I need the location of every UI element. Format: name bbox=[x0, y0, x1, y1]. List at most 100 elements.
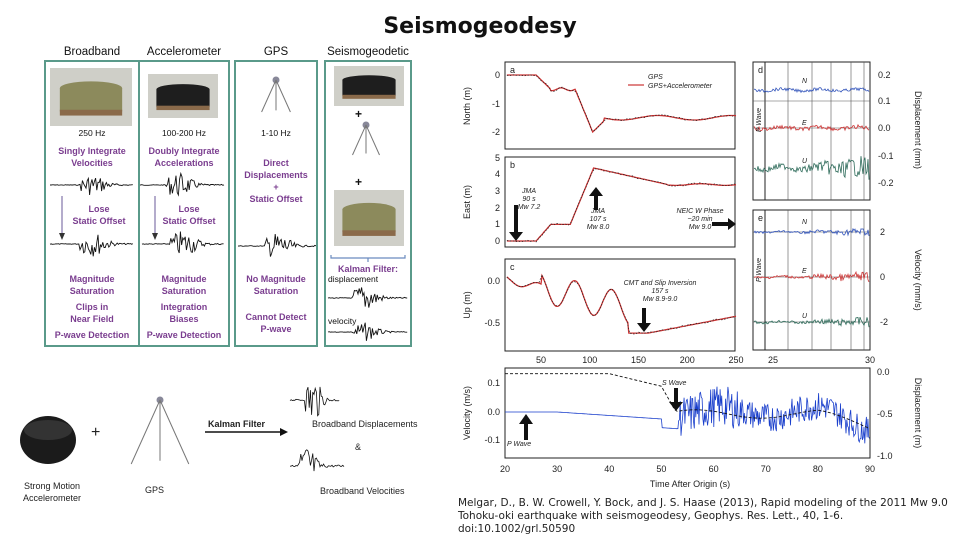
integrated-waveform bbox=[49, 234, 133, 257]
text-line: Accelerations bbox=[154, 158, 214, 168]
x-tick-label: 25 bbox=[768, 355, 778, 365]
col-header-accelerometer: Accelerometer bbox=[146, 46, 222, 58]
accelerometer-rate: 100-200 Hz bbox=[162, 128, 206, 138]
x-tick-label: 20 bbox=[500, 464, 510, 474]
text-line: Doubly Integrate bbox=[148, 146, 220, 156]
text-line: Static Offset bbox=[249, 194, 303, 204]
panel-d-up-trace bbox=[753, 156, 870, 180]
broadband-seismometer-image-base bbox=[342, 230, 396, 236]
gps-antenna-image-leg bbox=[365, 124, 380, 156]
panel-b-letter: b bbox=[510, 160, 515, 170]
seismogeodetic-velocity-waveform bbox=[327, 322, 408, 341]
slide-title: Seismogeodesy bbox=[383, 14, 577, 39]
accelerometer-image-base bbox=[156, 105, 210, 111]
y-tick-label: -2 bbox=[880, 317, 888, 327]
arrow-head-icon bbox=[152, 233, 158, 240]
x-tick-label: 50 bbox=[536, 355, 546, 365]
annotation-text: NEIC W Phase bbox=[676, 208, 723, 215]
x-tick-label: 250 bbox=[728, 355, 743, 365]
annotation-text: ~20 min bbox=[687, 216, 712, 223]
gps-antenna-image-leg bbox=[159, 399, 190, 465]
text-line: Static Offset bbox=[72, 216, 126, 226]
x-tick-label: 60 bbox=[709, 464, 719, 474]
text-line: Biases bbox=[169, 314, 199, 324]
panel-e-axes bbox=[752, 209, 871, 351]
arrow-icon bbox=[712, 218, 736, 230]
strong-motion-accelerometer-label: Strong Motion Accelerometer bbox=[14, 480, 90, 504]
acceleration-waveform bbox=[139, 171, 225, 197]
kalman-filter-label: Kalman Filter: bbox=[337, 264, 398, 274]
gps-east-points bbox=[506, 168, 736, 243]
citation: Melgar, D., B. W. Crowell, Y. Bock, and … bbox=[458, 497, 948, 536]
text-line: Saturation bbox=[161, 286, 207, 296]
annotation-text: Mw 7.2 bbox=[518, 204, 541, 211]
x-tick-label: 70 bbox=[761, 464, 771, 474]
panel-c-letter: c bbox=[510, 262, 515, 272]
text-line: Saturation bbox=[253, 286, 299, 296]
plus-sign: + bbox=[355, 175, 363, 189]
arrow-head-icon bbox=[59, 233, 65, 240]
y-tick-label: -0.5 bbox=[877, 409, 893, 419]
text-line: Accelerometer bbox=[22, 493, 82, 503]
panel-f-ylabel-left: Velocity (m/s) bbox=[462, 386, 472, 440]
p-wave-label: P Wave bbox=[507, 441, 531, 448]
panel-e-letter: e bbox=[758, 213, 763, 223]
x-tick-label: 30 bbox=[552, 464, 562, 474]
annotation-text: JMA bbox=[590, 208, 605, 215]
accelerometer-top bbox=[24, 420, 72, 440]
legend-gps: GPS bbox=[648, 74, 663, 81]
broadband-displacements-label: Broadband Displacements bbox=[312, 419, 418, 429]
panel-d-north-trace bbox=[753, 87, 870, 94]
arrow-icon bbox=[589, 187, 603, 210]
y-tick-label: 3 bbox=[495, 186, 500, 196]
gps-method: Direct Displacements + Static Offset bbox=[234, 157, 318, 205]
panel-e-north-trace bbox=[753, 227, 870, 237]
broadband-velocities-label: Broadband Velocities bbox=[320, 486, 405, 496]
panel-e-east-trace bbox=[753, 270, 870, 283]
broadband-seismometer-image-body bbox=[59, 88, 123, 112]
x-tick-label: 80 bbox=[813, 464, 823, 474]
annotation-text: Mw 8.9-9.0 bbox=[643, 296, 678, 303]
y-tick-label: 0.0 bbox=[877, 367, 890, 377]
y-tick-label: -1.0 bbox=[877, 451, 893, 461]
panel-f-ylabel-right: Displacement (m) bbox=[913, 378, 923, 449]
gps-notes: No Magnitude Saturation Cannot Detect P-wa… bbox=[234, 273, 318, 335]
accelerometer-method: Doubly Integrate Accelerations bbox=[138, 145, 230, 169]
text-line: P-wave bbox=[260, 324, 292, 334]
y-tick-label: 2 bbox=[880, 227, 885, 237]
y-tick-label: 0.1 bbox=[878, 96, 891, 106]
x-tick-label: 150 bbox=[631, 355, 646, 365]
y-tick-label: -0.1 bbox=[878, 151, 894, 161]
text-line: Singly Integrate bbox=[58, 146, 126, 156]
text-line: Near Field bbox=[70, 314, 114, 324]
y-tick-label: 1 bbox=[495, 219, 500, 229]
text-line: + bbox=[273, 182, 279, 192]
seismogeodetic-displacement-waveform bbox=[327, 287, 408, 308]
text-line: Direct bbox=[263, 158, 289, 168]
y-tick-label: 2 bbox=[495, 203, 500, 213]
broadband-rate: 250 Hz bbox=[78, 128, 106, 138]
text-line: Integration bbox=[160, 302, 208, 312]
col-header-seismogeodetic: Seismogeodetic bbox=[327, 46, 409, 58]
accelerometer-loss: Lose Static Offset bbox=[148, 203, 230, 227]
gps-antenna-image-leg bbox=[275, 79, 291, 113]
trace-label: E bbox=[802, 120, 807, 127]
panel-e-up-trace bbox=[753, 316, 870, 328]
plus-sign: + bbox=[91, 424, 101, 441]
text-line: Velocities bbox=[71, 158, 113, 168]
x-tick-label: 100 bbox=[582, 355, 597, 365]
text-line: Magnitude bbox=[161, 274, 207, 284]
kalman-filter-arrow-label: Kalman Filter bbox=[208, 419, 266, 429]
citation-line: doi:10.1002/grl.50590 bbox=[458, 523, 576, 535]
x-tick-label: 40 bbox=[604, 464, 614, 474]
panel-a-letter: a bbox=[510, 65, 515, 75]
text-line: P-wave Detection bbox=[146, 330, 222, 340]
gps-up-points bbox=[506, 273, 736, 335]
accelerometer-image-body bbox=[156, 89, 210, 107]
legend-gps-accelerometer: GPS+Accelerometer bbox=[648, 83, 713, 90]
panel-c-ylabel: Up (m) bbox=[462, 291, 472, 319]
text-line: P-wave Detection bbox=[54, 330, 130, 340]
y-tick-label: 0.0 bbox=[487, 407, 500, 417]
p-wave-arrow-icon bbox=[519, 414, 533, 440]
